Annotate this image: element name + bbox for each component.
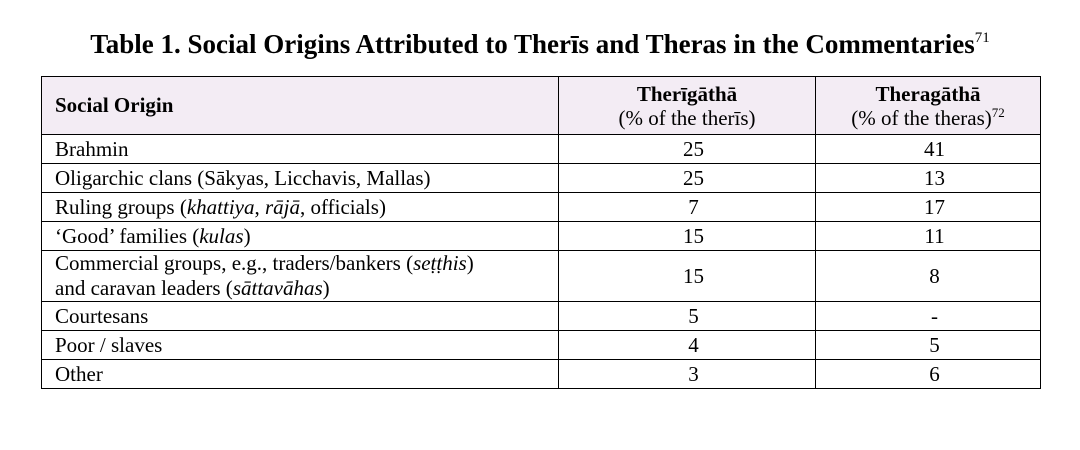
table-row: ‘Good’ families (kulas) 15 11	[41, 221, 1041, 251]
caption-text: Table 1. Social Origins Attributed to Th…	[90, 29, 975, 59]
row-theragatha-value: 13	[815, 163, 1041, 193]
caption-footnote: 71	[974, 30, 990, 46]
row-origin: Oligarchic clans (Sākyas, Licchavis, Mal…	[41, 163, 559, 193]
row-therigatha-value: 5	[558, 301, 816, 331]
table-row: Poor / slaves 4 5	[41, 330, 1041, 360]
row-theragatha-value: 6	[815, 359, 1041, 389]
table-row: Courtesans 5 -	[41, 301, 1041, 331]
table-row: Commercial groups, e.g., traders/bankers…	[41, 250, 1041, 302]
header-theragatha-subtitle: (% of the theras)	[851, 105, 992, 130]
header-therigatha: Therīgāthā (% of the therīs)	[558, 76, 816, 135]
row-therigatha-value: 4	[558, 330, 816, 360]
row-origin: Other	[41, 359, 559, 389]
row-origin: Poor / slaves	[41, 330, 559, 360]
row-origin: Courtesans	[41, 301, 559, 331]
row-theragatha-value: 11	[815, 221, 1041, 251]
row-origin-line-2: and caravan leaders (sāttavāhas)	[55, 276, 330, 300]
row-therigatha-value: 15	[558, 250, 816, 302]
row-theragatha-value: 41	[815, 134, 1041, 164]
row-origin: Commercial groups, e.g., traders/bankers…	[41, 250, 559, 302]
row-therigatha-value: 15	[558, 221, 816, 251]
header-theragatha-title: Theragāthā	[875, 81, 981, 106]
table-row: Oligarchic clans (Sākyas, Licchavis, Mal…	[41, 163, 1041, 193]
row-origin: ‘Good’ families (kulas)	[41, 221, 559, 251]
row-therigatha-value: 25	[558, 134, 816, 164]
row-theragatha-value: 8	[815, 250, 1041, 302]
table-row: Ruling groups (khattiya, rājā, officials…	[41, 192, 1041, 222]
header-theragatha: Theragāthā (% of the theras)72	[815, 76, 1041, 135]
row-therigatha-value: 7	[558, 192, 816, 222]
row-theragatha-value: 17	[815, 192, 1041, 222]
table-caption: Table 1. Social Origins Attributed to Th…	[0, 27, 1080, 61]
header-therigatha-title: Therīgāthā	[636, 81, 738, 106]
header-social-origin: Social Origin	[41, 76, 559, 135]
row-therigatha-value: 3	[558, 359, 816, 389]
row-theragatha-value: 5	[815, 330, 1041, 360]
row-origin: Ruling groups (khattiya, rājā, officials…	[41, 192, 559, 222]
row-origin-line-1: Commercial groups, e.g., traders/bankers…	[55, 251, 474, 275]
social-origins-table: Social Origin Therīgāthā (% of the therī…	[41, 76, 1041, 389]
table-header-row: Social Origin Therīgāthā (% of the therī…	[41, 76, 1041, 135]
header-theragatha-footnote: 72	[991, 104, 1005, 120]
header-therigatha-subtitle: (% of the therīs)	[618, 105, 756, 130]
row-theragatha-value: -	[815, 301, 1041, 331]
table-row: Brahmin 25 41	[41, 134, 1041, 164]
header-theragatha-subtitle-wrap: (% of the theras)72	[816, 106, 1040, 130]
row-therigatha-value: 25	[558, 163, 816, 193]
row-origin: Brahmin	[41, 134, 559, 164]
table-row: Other 3 6	[41, 359, 1041, 389]
